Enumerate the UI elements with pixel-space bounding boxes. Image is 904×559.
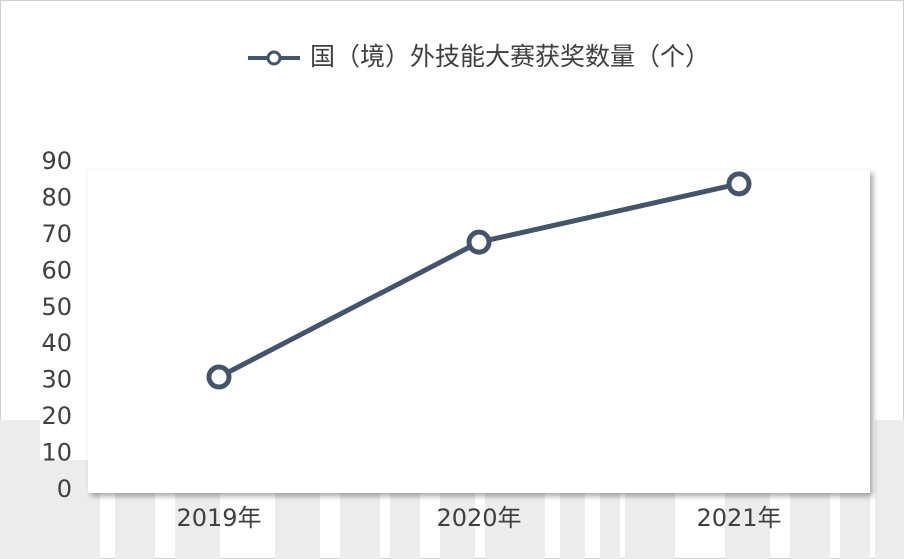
x-tick-label: 2020年 <box>436 504 521 532</box>
point <box>206 364 232 390</box>
y-tick-label: 80 <box>41 183 72 211</box>
legend-marker <box>266 50 282 66</box>
y-tick-label: 0 <box>57 475 72 503</box>
y-tick-label: 70 <box>41 220 72 248</box>
x-tick-label: 2021年 <box>696 504 781 532</box>
y-tick-label: 60 <box>41 256 72 284</box>
plot-area <box>88 170 870 493</box>
x-tick-label: 2019年 <box>176 504 261 532</box>
point <box>726 171 752 197</box>
y-tick-label: 40 <box>41 329 72 357</box>
legend-label: 国（境）外技能大赛获奖数量（个） <box>310 42 710 71</box>
point <box>466 229 492 255</box>
y-tick-label: 50 <box>41 293 72 321</box>
y-tick-label: 20 <box>41 402 72 430</box>
y-tick-label: 90 <box>41 147 72 175</box>
y-tick-label: 30 <box>41 366 72 394</box>
y-tick-label: 10 <box>41 439 72 467</box>
